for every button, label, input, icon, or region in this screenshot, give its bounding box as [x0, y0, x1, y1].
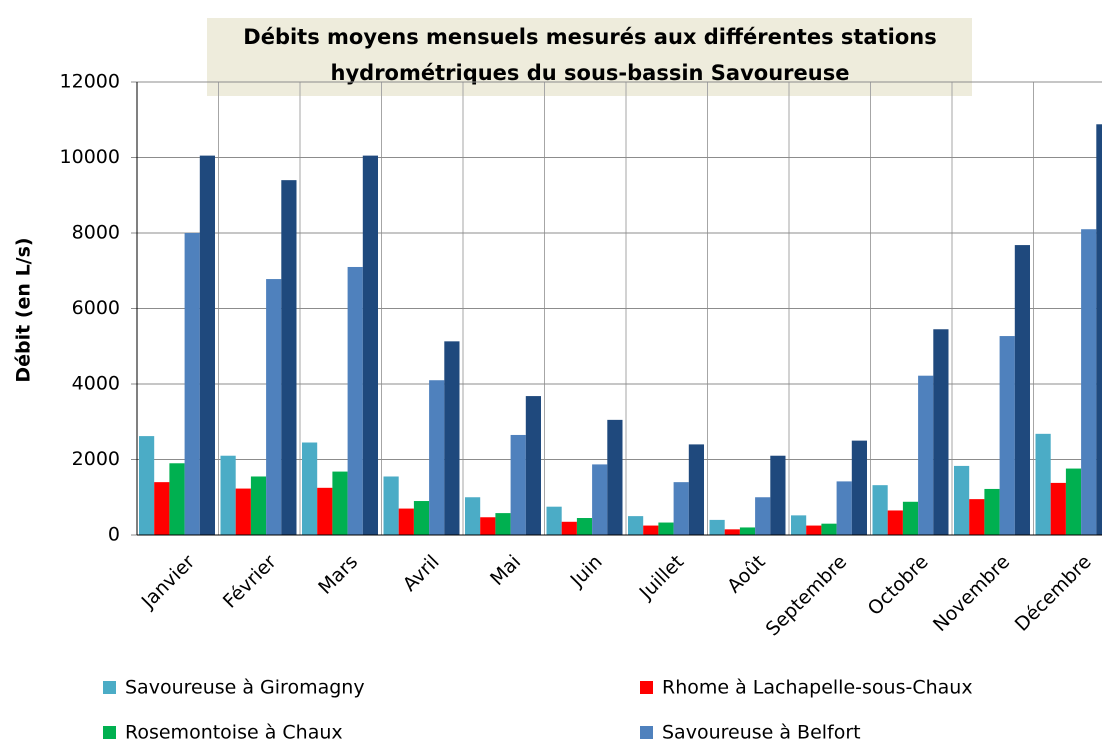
- bar: [851, 440, 867, 535]
- bar: [154, 482, 170, 535]
- bar: [332, 471, 348, 535]
- bar: [302, 442, 318, 535]
- legend-label: Savoureuse à Giromagny: [125, 677, 365, 699]
- y-tick-label: 4000: [72, 373, 120, 395]
- x-tick-label: Août: [723, 551, 770, 598]
- bar: [398, 508, 414, 535]
- bar: [362, 155, 378, 536]
- x-tick-label: Septembre: [762, 551, 852, 641]
- legend-swatch: [103, 726, 116, 739]
- bar: [413, 501, 430, 535]
- bar: [755, 497, 771, 535]
- bar: [429, 380, 445, 535]
- bar: [525, 396, 541, 535]
- bar: [969, 499, 985, 535]
- bar: [184, 233, 200, 535]
- bar: [1065, 468, 1082, 535]
- x-tick-label: Mars: [314, 551, 362, 599]
- bar: [235, 488, 251, 535]
- x-tick-label: Novembre: [929, 551, 1014, 636]
- bar: [1081, 229, 1097, 535]
- bar: [510, 434, 526, 535]
- y-tick-label: 8000: [72, 222, 120, 244]
- x-tick-label: Avril: [399, 551, 444, 596]
- bar: [724, 529, 740, 535]
- bar: [495, 513, 511, 535]
- legend-swatch: [640, 681, 653, 694]
- bar: [169, 463, 185, 535]
- y-tick-label: 0: [108, 524, 120, 546]
- y-tick-label: 2000: [72, 448, 120, 470]
- bar: [821, 523, 837, 535]
- bar: [546, 506, 562, 535]
- bar: [791, 515, 807, 535]
- bar: [643, 525, 659, 535]
- bar: [954, 465, 970, 535]
- x-tick-label: Octobre: [864, 551, 933, 620]
- bar: [673, 482, 689, 535]
- bar: [250, 476, 267, 535]
- bar: [918, 375, 934, 535]
- bar: [1050, 482, 1066, 535]
- bar: [887, 510, 903, 535]
- bar: [220, 455, 236, 535]
- bar: [576, 518, 593, 535]
- legend-label: Rhome à Lachapelle-sous-Chaux: [662, 677, 973, 699]
- y-tick-label: 6000: [72, 297, 120, 319]
- bar: [592, 464, 608, 535]
- bar: [480, 517, 496, 535]
- bar: [902, 501, 919, 535]
- legend-label: Rosemontoise à Chaux: [125, 722, 343, 744]
- bar: [465, 497, 481, 535]
- x-tick-label: Février: [219, 551, 281, 613]
- x-tick-label: Juin: [566, 551, 607, 592]
- x-tick-label: Janvier: [137, 551, 200, 614]
- bar: [444, 341, 460, 535]
- bar: [806, 525, 822, 535]
- bar: [836, 481, 852, 535]
- x-tick-label: Juillet: [635, 551, 688, 604]
- bar: [1035, 433, 1051, 535]
- bar: [383, 476, 399, 535]
- legend-label: Savoureuse à Belfort: [662, 722, 861, 744]
- y-tick-label: 10000: [60, 146, 120, 168]
- bar: [266, 279, 282, 535]
- bar: [347, 266, 363, 535]
- chart-title: hydrométriques du sous-bassin Savoureuse: [331, 61, 850, 85]
- bar: [607, 419, 623, 535]
- x-tick-label: Mai: [486, 551, 525, 590]
- chart-title: Débits moyens mensuels mesurés aux diffé…: [243, 25, 936, 49]
- bar: [770, 455, 786, 535]
- legend-swatch: [640, 726, 653, 739]
- bar: [1014, 245, 1030, 535]
- bar: [139, 436, 155, 535]
- y-axis-label: Débit (en L/s): [13, 237, 35, 382]
- bar: [984, 488, 1000, 535]
- bar: [709, 519, 725, 535]
- title-box: [207, 18, 972, 96]
- x-tick-label: Décembre: [1011, 551, 1096, 636]
- bar: [1096, 124, 1102, 535]
- bar: [872, 485, 888, 535]
- legend-swatch: [103, 681, 116, 694]
- bar: [281, 180, 297, 535]
- bar: [999, 336, 1015, 535]
- bar: [628, 516, 644, 535]
- bar: [561, 521, 577, 535]
- bar: [658, 522, 674, 535]
- y-tick-label: 12000: [60, 71, 120, 93]
- bar: [317, 487, 333, 535]
- bar: [933, 329, 949, 535]
- bar: [739, 527, 756, 535]
- bar: [688, 444, 704, 535]
- bar: [199, 155, 215, 536]
